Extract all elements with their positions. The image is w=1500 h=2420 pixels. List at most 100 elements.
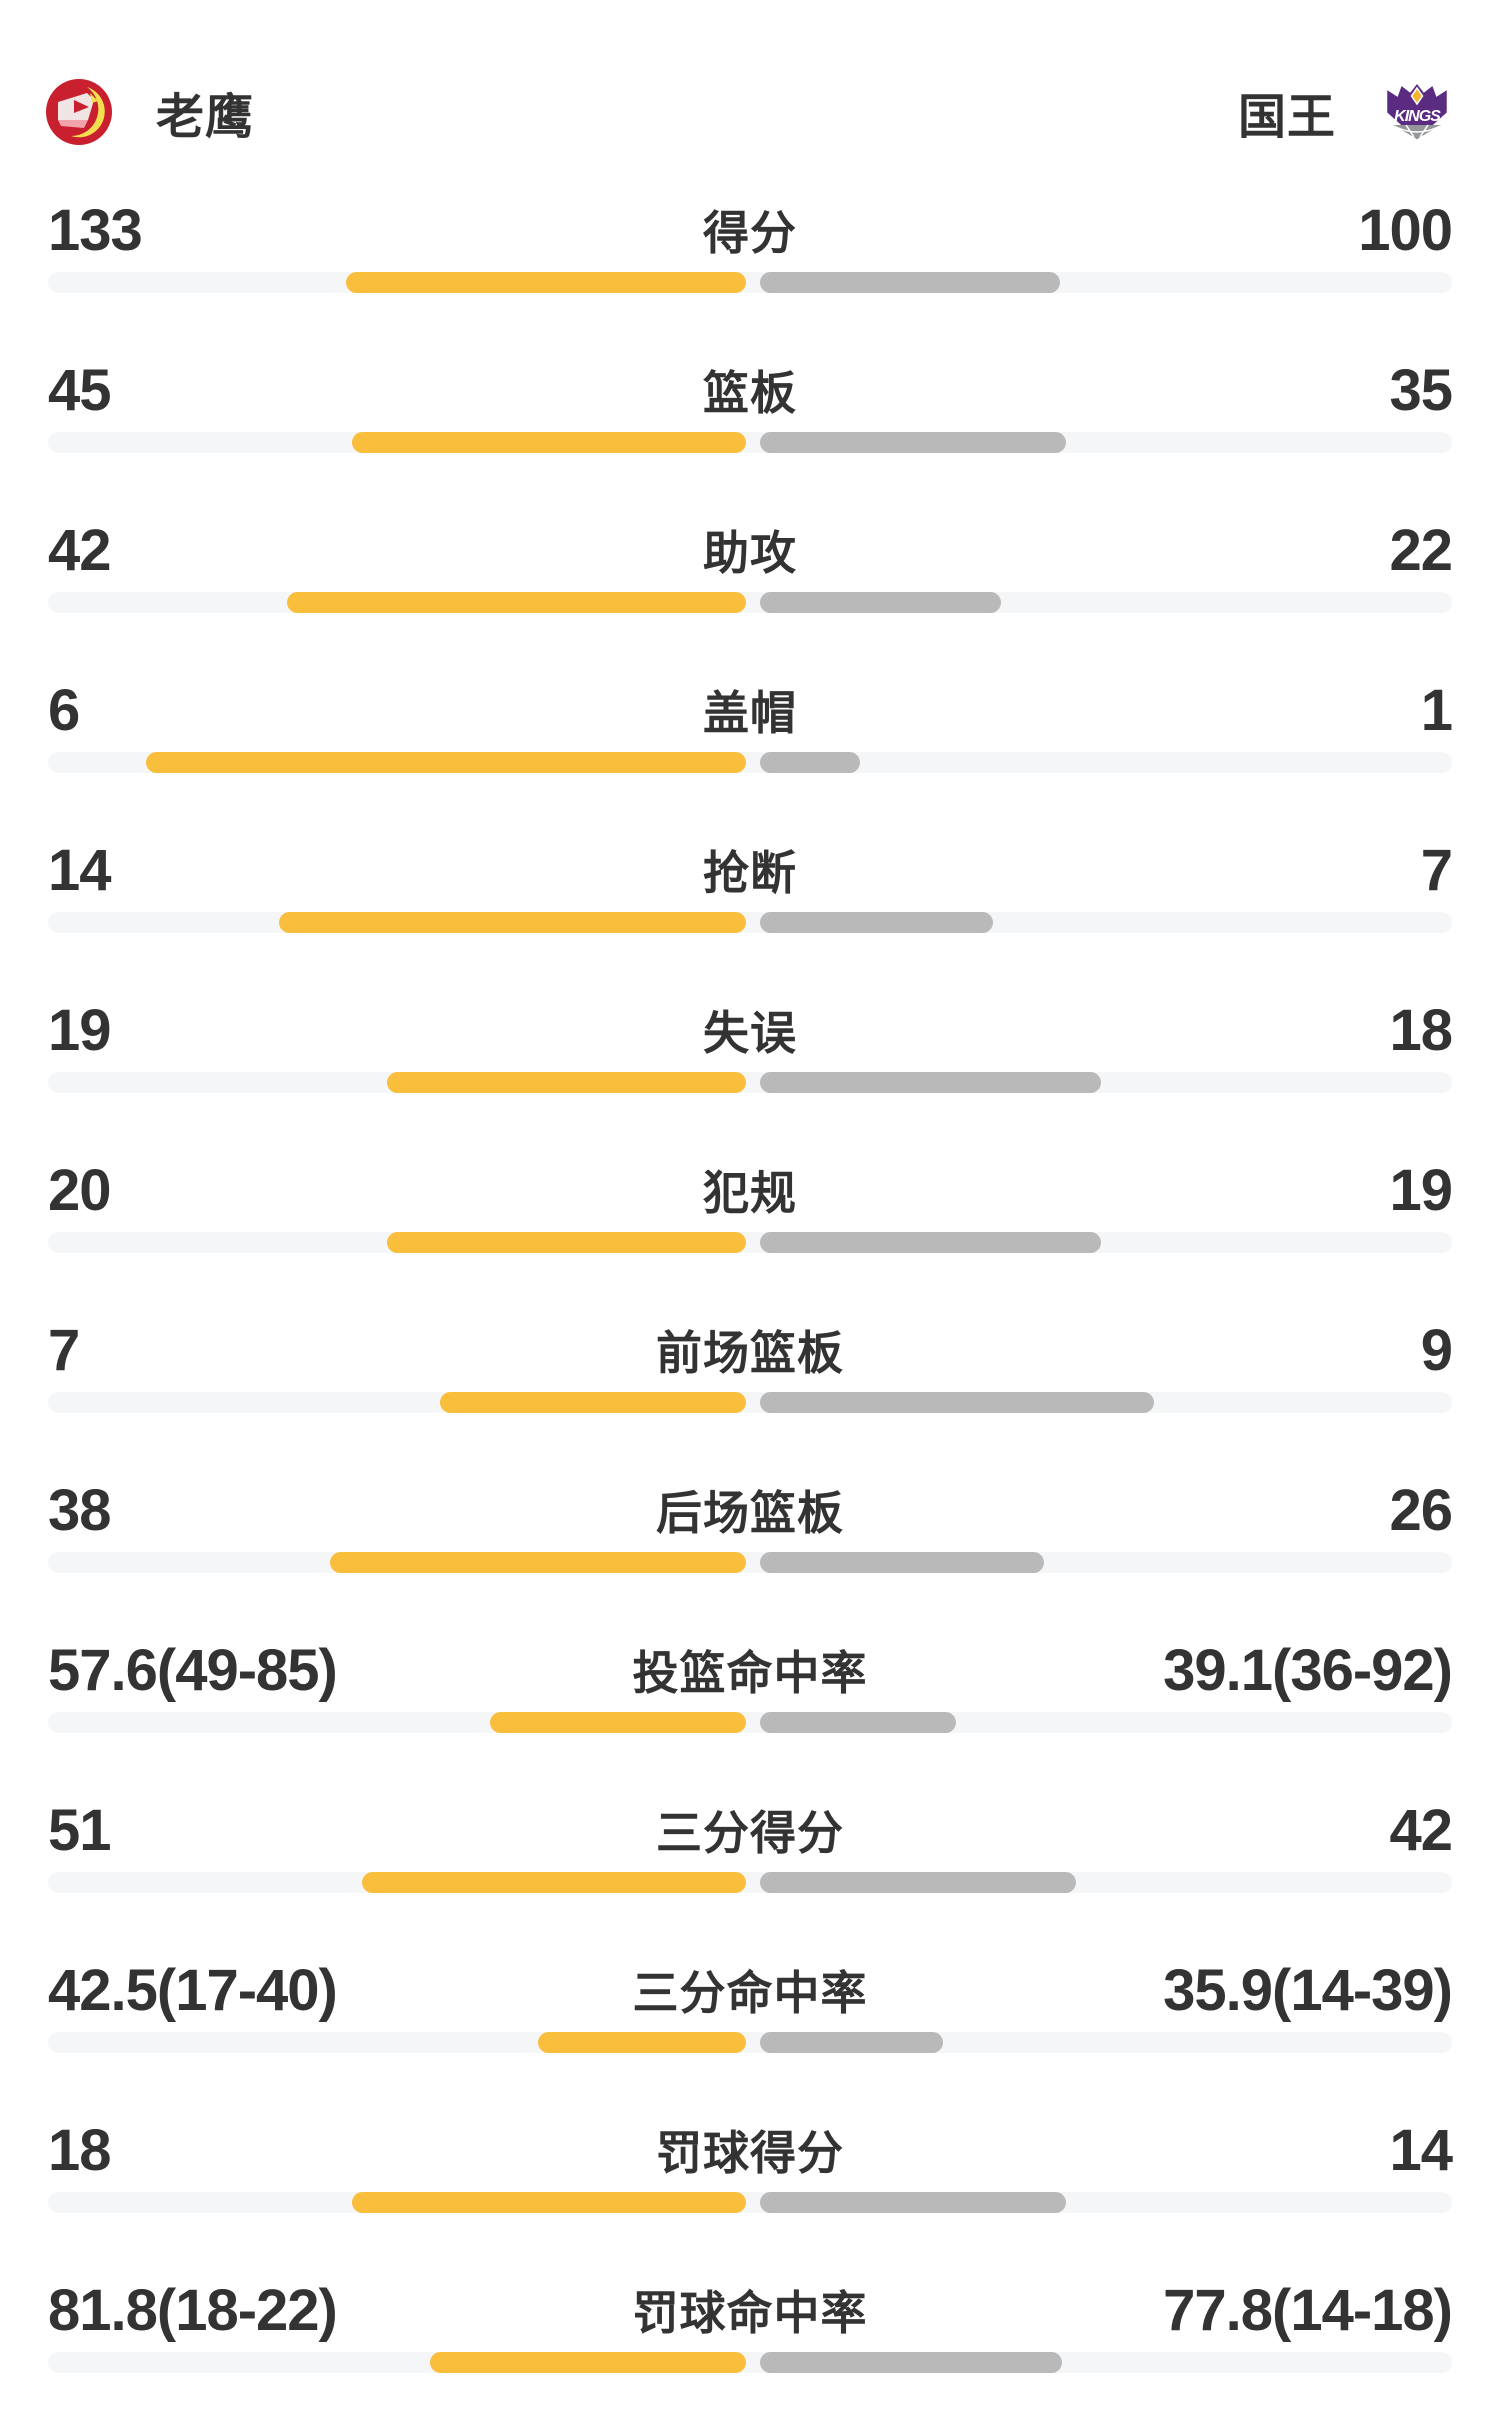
stat-bar-track	[48, 432, 1452, 453]
stat-row: 81.8(18-22) 罚球命中率 77.8(14-18)	[0, 2260, 1500, 2420]
stat-label: 盖帽	[703, 687, 797, 739]
stat-right-value: 39.1(36-92)	[1163, 1637, 1453, 1703]
team-left: 老鹰	[46, 77, 254, 147]
stat-row-text: 42.5(17-40) 三分命中率 35.9(14-39)	[48, 1940, 1453, 2040]
stat-bar-track	[48, 1232, 1452, 1253]
stat-bar-track	[48, 1552, 1452, 1573]
stat-bar-right	[760, 272, 1060, 293]
stat-row: 14 抢断 7	[0, 820, 1500, 980]
stat-row-text: 57.6(49-85) 投篮命中率 39.1(36-92)	[48, 1620, 1453, 1720]
stat-bar-right	[760, 1712, 956, 1733]
stat-bar-right	[760, 1872, 1076, 1893]
stat-left-value: 20	[48, 1157, 112, 1223]
stat-bar-right	[760, 1392, 1154, 1413]
stat-bar-left	[440, 1392, 746, 1413]
stat-label: 犯规	[703, 1167, 797, 1219]
stat-row: 133 得分 100	[0, 180, 1500, 340]
stat-row-text: 14 抢断 7	[48, 820, 1453, 920]
stat-bar-left	[362, 1872, 746, 1893]
stat-row: 38 后场篮板 26	[0, 1460, 1500, 1620]
stat-bar-left	[279, 912, 746, 933]
stat-bar-track	[48, 2352, 1452, 2373]
stat-row-text: 81.8(18-22) 罚球命中率 77.8(14-18)	[48, 2260, 1453, 2360]
stat-row-text: 19 失误 18	[48, 980, 1453, 1080]
stat-bar-left	[538, 2032, 746, 2053]
stat-bar-left	[387, 1232, 746, 1253]
stat-bar-right	[760, 1072, 1101, 1093]
stat-label: 助攻	[703, 527, 797, 579]
stat-row-text: 6 盖帽 1	[48, 660, 1453, 760]
stat-left-value: 81.8(18-22)	[48, 2277, 338, 2343]
stat-label: 失误	[703, 1007, 797, 1059]
stat-bar-left	[346, 272, 746, 293]
stat-row-text: 20 犯规 19	[48, 1140, 1453, 1240]
stat-label: 罚球得分	[656, 2127, 844, 2179]
stat-left-value: 45	[48, 357, 112, 423]
stat-right-value: 35.9(14-39)	[1163, 1957, 1453, 2023]
stat-left-value: 18	[48, 2117, 112, 2183]
stat-right-value: 14	[1389, 2117, 1453, 2183]
stat-label: 得分	[703, 207, 797, 259]
stat-bar-right	[760, 1232, 1101, 1253]
stat-label: 三分得分	[656, 1807, 844, 1859]
stat-row-text: 45 篮板 35	[48, 340, 1453, 440]
stat-bar-left	[352, 2192, 746, 2213]
stat-bar-left	[387, 1072, 746, 1093]
stat-bar-right	[760, 912, 993, 933]
stat-bar-track	[48, 912, 1452, 933]
team-name-left: 老鹰	[156, 91, 255, 144]
stat-bar-left	[146, 752, 746, 773]
stat-row-text: 38 后场篮板 26	[48, 1460, 1453, 1560]
stat-left-value: 42.5(17-40)	[48, 1957, 338, 2023]
stat-bar-track	[48, 1392, 1452, 1413]
stat-left-value: 51	[48, 1797, 112, 1863]
stat-bar-right	[760, 1552, 1044, 1573]
stat-bar-left	[287, 592, 746, 613]
stat-label: 三分命中率	[632, 1967, 868, 2019]
stat-row-text: 133 得分 100	[48, 180, 1453, 280]
stat-right-value: 35	[1389, 357, 1453, 423]
stat-row: 42 助攻 22	[0, 500, 1500, 660]
stat-label: 前场篮板	[656, 1327, 844, 1379]
hawks-logo-icon	[46, 79, 112, 145]
stat-row: 20 犯规 19	[0, 1140, 1500, 1300]
stat-bar-right	[760, 592, 1001, 613]
stat-bar-left	[430, 2352, 746, 2373]
team-name-right: 国王	[1237, 91, 1336, 144]
stat-left-value: 133	[48, 197, 143, 263]
stat-bar-track	[48, 2192, 1452, 2213]
team-right: 国王 KINGS	[1238, 77, 1454, 147]
stat-bar-right	[760, 2192, 1066, 2213]
kings-logo-icon: KINGS	[1384, 80, 1450, 143]
stat-bar-track	[48, 1712, 1452, 1733]
stat-left-value: 14	[48, 837, 112, 903]
stat-bar-track	[48, 2032, 1452, 2053]
stat-bar-track	[48, 752, 1452, 773]
stat-label: 篮板	[703, 367, 797, 419]
stat-bar-left	[330, 1552, 746, 1573]
stat-bar-left	[352, 432, 746, 453]
stat-right-value: 22	[1389, 517, 1453, 583]
stat-right-value: 26	[1389, 1477, 1453, 1543]
stat-left-value: 57.6(49-85)	[48, 1637, 338, 1703]
stat-bar-right	[760, 432, 1066, 453]
stat-row: 18 罚球得分 14	[0, 2100, 1500, 2260]
stat-left-value: 38	[48, 1477, 112, 1543]
stat-row-text: 18 罚球得分 14	[48, 2100, 1453, 2200]
stat-row: 7 前场篮板 9	[0, 1300, 1500, 1460]
stat-bar-right	[760, 2352, 1062, 2373]
stat-bar-track	[48, 272, 1452, 293]
stat-right-value: 100	[1358, 197, 1453, 263]
stat-bar-track	[48, 1072, 1452, 1093]
stat-right-value: 42	[1389, 1797, 1453, 1863]
stat-label: 投篮命中率	[632, 1647, 868, 1699]
stat-row: 42.5(17-40) 三分命中率 35.9(14-39)	[0, 1940, 1500, 2100]
stat-row: 57.6(49-85) 投篮命中率 39.1(36-92)	[0, 1620, 1500, 1780]
stat-right-value: 9	[1420, 1317, 1453, 1383]
stat-left-value: 6	[48, 677, 80, 743]
stat-row-text: 51 三分得分 42	[48, 1780, 1453, 1880]
stat-right-value: 7	[1420, 837, 1453, 903]
stat-right-value: 1	[1420, 677, 1453, 743]
kings-logo-wordmark: KINGS	[1394, 108, 1441, 125]
stat-bar-right	[760, 752, 860, 773]
